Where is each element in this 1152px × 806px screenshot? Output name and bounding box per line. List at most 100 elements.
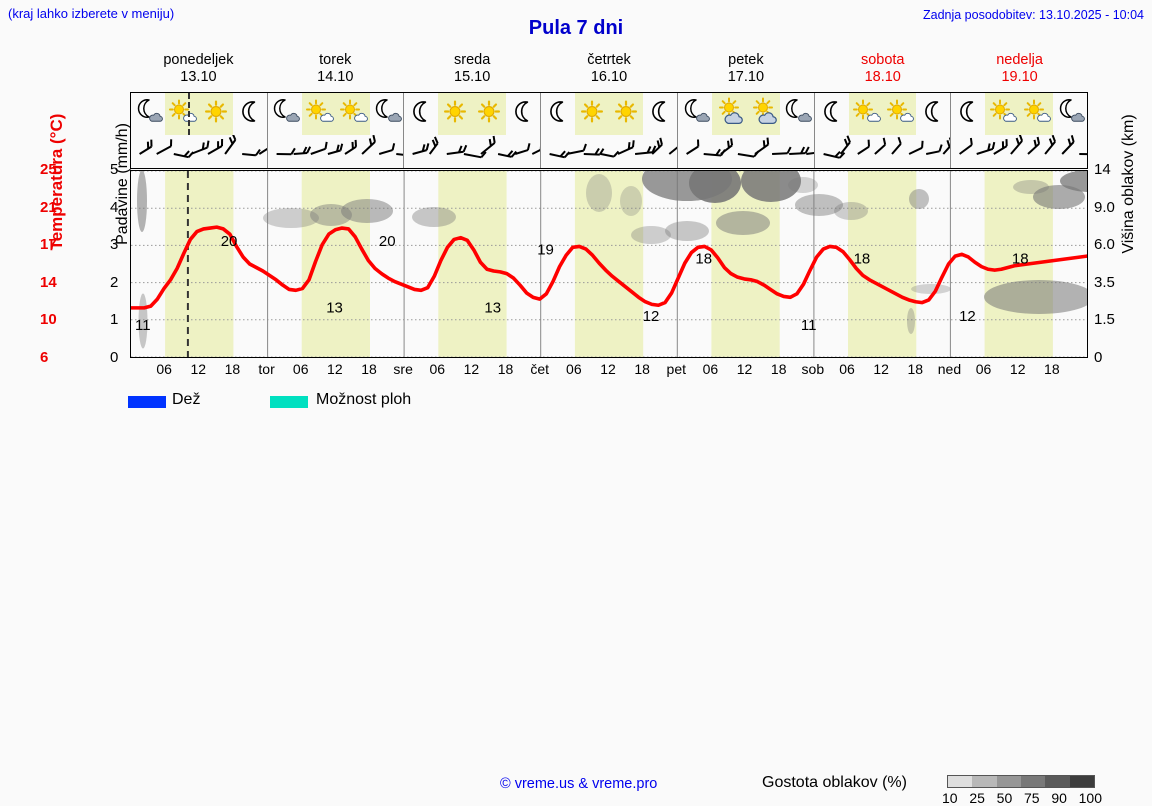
weather-icon-sun-cloud: [166, 99, 198, 129]
weather-icon-sun: [200, 99, 232, 129]
cloud-density-step: [972, 776, 996, 787]
temperature-value-label: 11: [135, 317, 151, 334]
cloud-icon: [723, 111, 743, 124]
day-name: sobota: [814, 52, 951, 69]
x-axis-tick-label: 12: [737, 361, 753, 377]
weather-icon-sun: [576, 99, 608, 129]
icon-cell: [985, 93, 1019, 135]
icon-cells: [951, 93, 1087, 135]
icon-cells: [541, 93, 677, 135]
x-axis-tick-label: pet: [667, 361, 686, 377]
day-date: 19.10: [951, 69, 1088, 86]
x-axis-tick-label: 12: [600, 361, 616, 377]
x-axis-tick-label: 06: [156, 361, 172, 377]
weather-icon-moon-cloud: [371, 99, 403, 129]
day-date: 16.10: [541, 69, 678, 86]
moon-icon: [238, 100, 261, 123]
icon-cell: [506, 93, 540, 135]
band-day-column: [678, 93, 815, 168]
icon-cell: [712, 93, 746, 135]
cloud-icon: [866, 109, 881, 127]
current-time-marker: [188, 93, 190, 135]
showers-legend-label: Možnost ploh: [316, 391, 411, 409]
weather-icon-sun-cloud: [337, 99, 369, 129]
cloud-icon: [797, 112, 812, 122]
icon-cell: [575, 93, 609, 135]
rain-color-swatch: [128, 396, 166, 408]
sun-icon: [444, 101, 466, 123]
sun-icon: [478, 101, 500, 123]
sun-icon: [478, 101, 500, 128]
x-axis-tick-label: 06: [566, 361, 582, 377]
cloud-icon: [723, 111, 743, 129]
temperature-tick: 17: [40, 236, 57, 253]
moon-icon: [410, 100, 433, 123]
icon-cell: [336, 93, 370, 135]
cloud-icon: [319, 109, 334, 127]
cloud-height-tick: 14: [1094, 161, 1111, 178]
precipitation-tick: 3: [110, 236, 118, 253]
x-axis-tick-label: 18: [771, 361, 787, 377]
moon-icon: [820, 100, 843, 123]
weather-icon-moon-cloud: [269, 99, 301, 129]
band-day-column: [951, 93, 1087, 168]
icon-cell: [882, 93, 916, 135]
day-name: petek: [677, 52, 814, 69]
wind-barbs: [404, 135, 540, 169]
cloud-height-tick: 3.5: [1094, 274, 1115, 291]
icon-cell: [678, 93, 712, 135]
x-axis-tick-label: 06: [429, 361, 445, 377]
cloud-density-tick: 10: [942, 790, 958, 806]
cloud-density-tick: 25: [969, 790, 985, 806]
icon-cell: [233, 93, 267, 135]
day-date: 17.10: [677, 69, 814, 86]
temperature-tick: 10: [40, 311, 57, 328]
cloud-icon: [319, 112, 334, 122]
cloud-height-tick: 1.5: [1094, 311, 1115, 328]
icon-cell: [404, 93, 438, 135]
cloud-density-step: [1070, 776, 1094, 787]
temperature-value-label: 18: [1012, 251, 1029, 268]
wind-barbs: [268, 135, 404, 169]
weather-icon-sun-cloud: [303, 99, 335, 129]
icon-cell: [849, 93, 883, 135]
weather-icon-moon-cloud: [1054, 99, 1086, 129]
temperature-value-label: 20: [221, 233, 238, 250]
x-axis-tick-label: 06: [703, 361, 719, 377]
x-axis-tick-label: 18: [1044, 361, 1060, 377]
moon-icon: [648, 100, 671, 128]
weather-icon-moon: [952, 99, 984, 129]
precipitation-tick: 0: [110, 349, 118, 366]
moon-icon: [512, 100, 535, 123]
cloud-density-step: [1045, 776, 1069, 787]
icon-cell: [916, 93, 950, 135]
moon-icon: [238, 100, 261, 128]
precipitation-tick: 5: [110, 161, 118, 178]
icon-cell: [746, 93, 780, 135]
copyright-link[interactable]: © vreme.us & vreme.pro: [500, 776, 657, 792]
weather-icon-sun-cloud-big: [713, 99, 745, 129]
cloud-icon: [148, 112, 163, 122]
cloud-icon: [1036, 109, 1051, 127]
temperature-tick: 21: [40, 199, 57, 216]
wind-barbs: [815, 135, 951, 169]
x-axis-tick-label: sob: [802, 361, 825, 377]
icon-cells: [404, 93, 540, 135]
day-date: 18.10: [814, 69, 951, 86]
cloud-icon: [387, 109, 402, 127]
icon-cell: [472, 93, 506, 135]
x-axis-tick-label: 06: [976, 361, 992, 377]
icon-cells: [678, 93, 814, 135]
cloud-icon: [866, 112, 881, 122]
x-axis-tick-label: 12: [190, 361, 206, 377]
wind-barbs: [541, 135, 677, 169]
weather-icon-moon: [507, 99, 539, 129]
sun-icon: [615, 101, 637, 123]
cloud-density-gradient: [947, 775, 1095, 788]
cloud-icon: [1070, 109, 1085, 127]
weather-icon-moon-cloud: [132, 99, 164, 129]
